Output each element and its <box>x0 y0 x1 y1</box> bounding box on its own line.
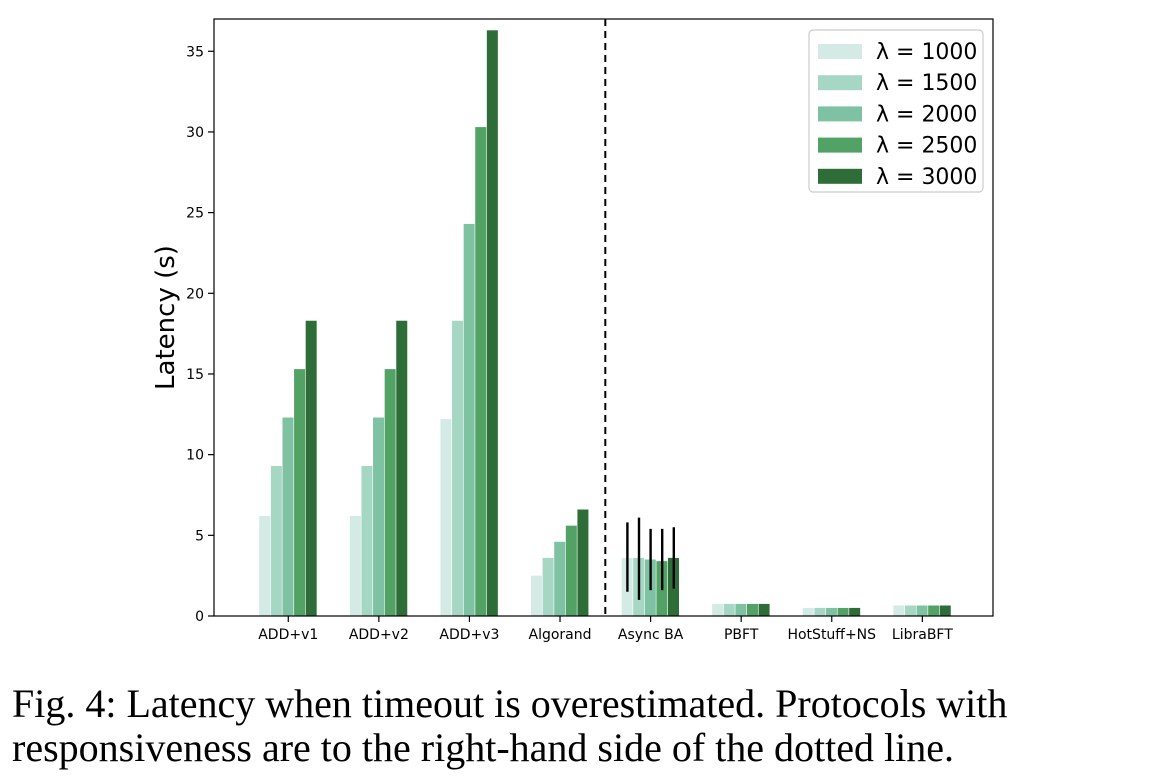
y-tick-label: 15 <box>186 367 204 383</box>
bar-add-v2-series-5 <box>396 320 408 616</box>
x-tick-label: ADD+v2 <box>349 627 409 643</box>
y-tick-label: 30 <box>186 125 204 141</box>
bar-add-v3-series-5 <box>486 30 498 617</box>
y-tick-label: 20 <box>186 286 204 302</box>
plot-frame <box>213 18 994 617</box>
x-tick-label: HotStuff+NS <box>787 627 876 643</box>
bar-pbft-series-3 <box>735 603 747 616</box>
bar-hotstuff-ns-series-4 <box>837 607 849 616</box>
x-tick-label: Algorand <box>529 627 592 643</box>
x-tick-label: PBFT <box>724 627 759 643</box>
legend-swatch-series-1 <box>818 44 862 59</box>
x-tick-label: Async BA <box>618 627 684 643</box>
bars-layer <box>259 30 951 617</box>
bar-hotstuff-ns-series-3 <box>825 607 837 616</box>
bar-add-v2-series-3 <box>373 417 385 616</box>
legend-label-series-5: λ = 3000 <box>876 165 977 190</box>
bar-hotstuff-ns-series-5 <box>849 607 861 616</box>
x-axis-ticks: ADD+v1 ADD+v2 ADD+v3 Algorand Async BA PBFT Ho… <box>258 616 953 643</box>
bar-add-v3-series-3 <box>463 223 475 617</box>
y-tick-label: 25 <box>186 206 204 222</box>
bar-pbft-series-2 <box>723 603 735 616</box>
bar-algorand-series-5 <box>577 509 589 616</box>
latency-bar-chart: 0 5 10 15 20 25 30 35 ADD+v1 ADD+v2 ADD+v3 Algoran… <box>151 18 994 643</box>
legend-swatch-series-4 <box>818 137 862 153</box>
legend-swatch-series-2 <box>818 75 862 91</box>
bar-add-v1-series-4 <box>294 369 306 616</box>
bar-algorand-series-1 <box>531 575 543 616</box>
bar-add-v2-series-4 <box>384 369 396 616</box>
bar-add-v3-series-1 <box>440 419 452 616</box>
bar-librabft-series-5 <box>939 605 951 616</box>
bar-add-v3-series-4 <box>475 127 487 617</box>
bar-hotstuff-ns-series-1 <box>802 607 814 616</box>
x-tick-label: ADD+v1 <box>258 627 318 643</box>
bar-librabft-series-3 <box>916 605 928 616</box>
bar-pbft-series-1 <box>712 603 724 616</box>
y-tick-label: 35 <box>186 44 204 60</box>
legend-swatch-series-5 <box>818 168 862 184</box>
figure-caption: Fig. 4: Latency when timeout is overesti… <box>12 681 1008 770</box>
bar-add-v2-series-2 <box>361 465 373 616</box>
bar-add-v1-series-5 <box>305 320 317 616</box>
legend-swatch-series-3 <box>818 106 862 122</box>
legend: λ = 1000 λ = 1500 λ = 2000 λ = 2500 λ = 3000 <box>808 29 984 193</box>
bar-add-v1-series-2 <box>270 465 282 616</box>
x-tick-label: LibraBFT <box>892 627 953 643</box>
y-axis-ticks: 0 5 10 15 20 25 30 35 <box>186 44 214 625</box>
bar-algorand-series-4 <box>565 525 577 616</box>
bar-add-v2-series-1 <box>349 515 361 616</box>
legend-label-series-2: λ = 1500 <box>876 71 977 96</box>
bar-librabft-series-4 <box>928 605 940 616</box>
error-bars-layer <box>626 517 675 600</box>
legend-label-series-3: λ = 2000 <box>876 102 977 127</box>
y-tick-label: 0 <box>195 609 204 625</box>
bar-pbft-series-5 <box>758 603 770 616</box>
y-tick-label: 10 <box>186 448 204 464</box>
legend-label-series-1: λ = 1000 <box>876 40 977 65</box>
y-axis-label: Latency (s) <box>151 245 181 390</box>
x-tick-label: ADD+v3 <box>439 627 499 643</box>
bar-librabft-series-1 <box>893 605 905 616</box>
bar-hotstuff-ns-series-2 <box>814 607 826 616</box>
bar-algorand-series-3 <box>554 541 566 616</box>
y-tick-label: 5 <box>195 528 204 544</box>
bar-librabft-series-2 <box>904 605 916 616</box>
bar-add-v1-series-3 <box>282 417 294 616</box>
bar-add-v3-series-2 <box>452 320 464 616</box>
legend-label-series-4: λ = 2500 <box>876 134 977 159</box>
bar-algorand-series-2 <box>542 557 554 616</box>
bar-pbft-series-4 <box>746 603 758 616</box>
bar-add-v1-series-1 <box>259 515 271 616</box>
